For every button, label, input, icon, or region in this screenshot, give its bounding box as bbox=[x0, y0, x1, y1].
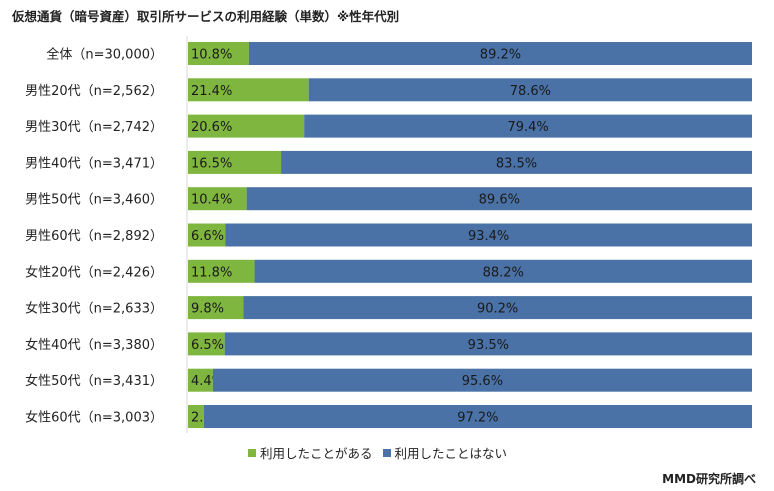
bar-not-used bbox=[225, 223, 752, 247]
bar-used bbox=[188, 296, 244, 320]
bar-not-used bbox=[243, 296, 752, 320]
data-label: 97.2% bbox=[457, 411, 498, 426]
data-label: 79.4% bbox=[507, 120, 548, 135]
bar-used bbox=[188, 405, 204, 428]
data-label: 10.4% bbox=[191, 193, 232, 208]
bar-not-used bbox=[308, 78, 752, 102]
bar-used bbox=[188, 42, 249, 65]
data-label: 88.2% bbox=[483, 265, 524, 280]
bar-not-used bbox=[212, 368, 753, 392]
bar-used bbox=[188, 187, 247, 211]
data-label: 6.5% bbox=[191, 338, 224, 353]
category-label: 男性20代（n=2,562） bbox=[25, 84, 163, 99]
bar-used bbox=[188, 150, 282, 174]
category-label: 男性40代（n=3,471） bbox=[25, 156, 163, 171]
data-label: 83.5% bbox=[496, 156, 537, 171]
legend-item-used: 利用したことがある bbox=[248, 443, 373, 462]
data-label: 90.2% bbox=[477, 302, 518, 317]
legend-label: 利用したことがある bbox=[260, 446, 373, 461]
legend-item-not-used: 利用したことはない bbox=[382, 443, 508, 462]
bar-used bbox=[188, 223, 226, 247]
category-label: 女性40代（n=3,380） bbox=[25, 337, 163, 353]
bar-not-used bbox=[254, 259, 752, 283]
data-label: 78.6% bbox=[510, 84, 551, 99]
chart-title: 仮想通貨（暗号資産）取引所サービスの利用経験（単数）※性年代別 bbox=[12, 9, 400, 24]
data-label: 93.5% bbox=[468, 338, 509, 353]
category-label: 全体（n=30,000） bbox=[46, 47, 163, 63]
stacked-bar-chart: 全体（n=30,000） 10.8% 89.2% 男性20代（n=2,562） 21.4… bbox=[25, 36, 753, 433]
category-label: 男性50代（n=3,460） bbox=[25, 193, 163, 208]
bar-not-used bbox=[281, 150, 752, 174]
legend-swatch-green bbox=[248, 448, 256, 457]
bar-used bbox=[188, 332, 225, 356]
data-label: 11.8% bbox=[191, 265, 232, 280]
category-label: 男性30代（n=2,742） bbox=[25, 120, 163, 135]
bar-used bbox=[188, 259, 255, 283]
data-label: 93.4% bbox=[468, 229, 509, 244]
category-label: 男性60代（n=2,892） bbox=[25, 229, 163, 244]
bar-not-used bbox=[246, 187, 752, 211]
bar-not-used bbox=[224, 332, 752, 356]
legend: 利用したことがある 利用したことはない bbox=[248, 443, 507, 462]
bar-used bbox=[188, 368, 213, 392]
source-note: MMD研究所調べ bbox=[662, 472, 756, 486]
data-label: 89.6% bbox=[479, 193, 520, 208]
legend-swatch-blue bbox=[382, 448, 391, 457]
data-label: 6.6% bbox=[191, 229, 224, 244]
data-label: 20.6% bbox=[191, 120, 232, 135]
data-label: 89.2% bbox=[480, 48, 521, 63]
data-label: 9.8% bbox=[191, 302, 224, 317]
category-label: 女性50代（n=3,431） bbox=[25, 373, 163, 389]
bar-used bbox=[188, 114, 305, 138]
legend-label: 利用したことはない bbox=[394, 446, 508, 461]
category-label: 女性60代（n=3,003） bbox=[25, 410, 163, 426]
data-label: 21.4% bbox=[191, 84, 232, 99]
bar-not-used bbox=[248, 42, 753, 65]
data-label: 95.6% bbox=[462, 374, 503, 389]
bar-used bbox=[188, 78, 309, 102]
category-label: 女性30代（n=2,633） bbox=[25, 301, 163, 317]
bar-not-used bbox=[203, 405, 753, 428]
category-label: 女性20代（n=2,426） bbox=[25, 264, 163, 280]
bar-not-used bbox=[304, 114, 752, 138]
data-label: 10.8% bbox=[191, 48, 232, 63]
data-label: 16.5% bbox=[191, 156, 232, 171]
